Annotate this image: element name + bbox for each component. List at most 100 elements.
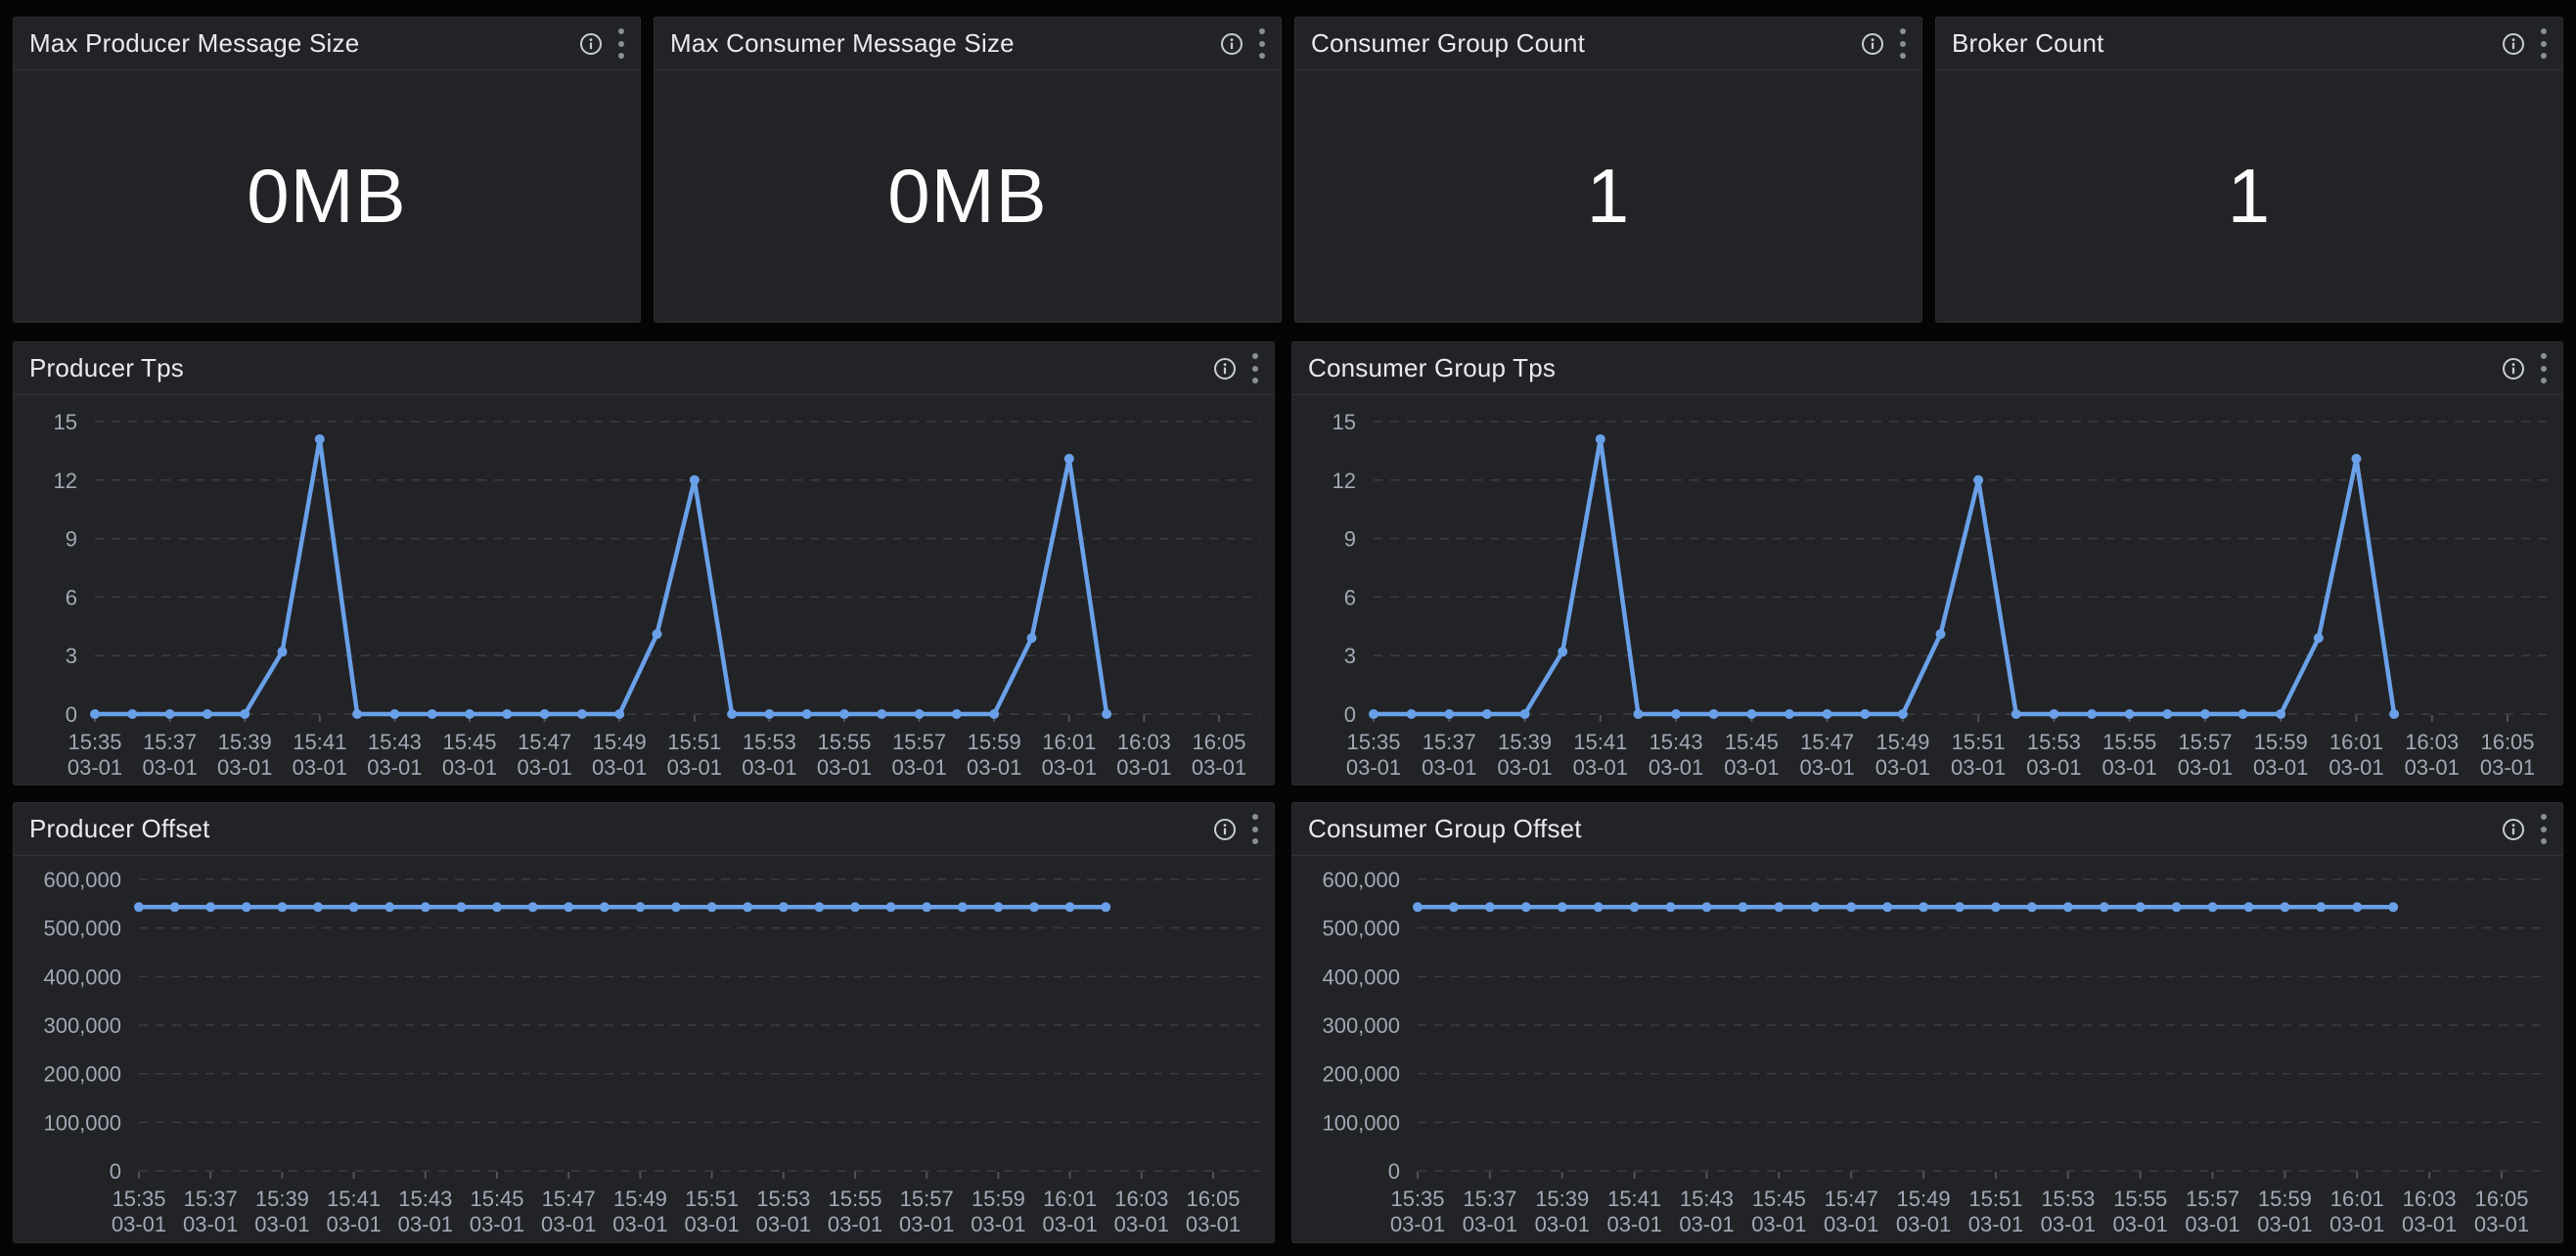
- y-tick-label: 300,000: [1322, 1013, 1400, 1038]
- series-point: [1665, 902, 1676, 913]
- x-tick-label: 16:03: [2405, 730, 2459, 754]
- series-point: [1557, 902, 1567, 913]
- info-icon[interactable]: [1220, 32, 1243, 56]
- y-tick-label: 3: [1344, 644, 1356, 668]
- series-point: [2099, 902, 2109, 913]
- x-tick-label: 15:59: [968, 730, 1021, 754]
- series-point: [1369, 709, 1378, 719]
- series-point: [635, 902, 646, 913]
- series-point: [2388, 902, 2399, 913]
- kebab-menu-icon[interactable]: [2541, 811, 2547, 847]
- series-point: [1882, 902, 1893, 913]
- series-point: [1633, 709, 1644, 719]
- kebab-menu-icon[interactable]: [1900, 25, 1906, 62]
- series-line: [1371, 436, 2397, 717]
- series-point: [1701, 902, 1712, 913]
- info-icon[interactable]: [579, 32, 603, 56]
- panel-title: Consumer Group Count: [1311, 28, 1586, 58]
- x-tick-date-label: 03-01: [541, 1212, 596, 1236]
- series-point: [1746, 709, 1757, 719]
- x-tick-date-label: 03-01: [517, 755, 571, 780]
- kebab-menu-icon[interactable]: [1252, 811, 1258, 847]
- x-tick-label: 15:53: [2041, 1187, 2095, 1211]
- kebab-menu-icon[interactable]: [2541, 350, 2547, 386]
- x-tick-label: 15:47: [542, 1187, 596, 1211]
- series-point: [1708, 709, 1719, 719]
- series-point: [1029, 902, 1039, 913]
- series-point: [599, 902, 610, 913]
- x-tick-label: 15:59: [2254, 730, 2308, 754]
- x-tick-date-label: 03-01: [1573, 755, 1628, 780]
- x-tick-label: 15:51: [1968, 1187, 2022, 1211]
- x-tick-label: 15:45: [442, 730, 496, 754]
- panel-body: 1: [1936, 70, 2562, 322]
- panel-consumer-group-tps: Consumer Group Tps 0 3 6 9 12 15 15:35 03-01 15:…: [1291, 341, 2563, 785]
- x-tick-date-label: 03-01: [68, 755, 122, 780]
- series-point: [814, 902, 825, 913]
- x-tick-date-label: 03-01: [2328, 755, 2383, 780]
- panel-body: 1: [1295, 70, 1921, 322]
- x-tick-date-label: 03-01: [2253, 755, 2308, 780]
- series-point: [389, 709, 400, 719]
- producer-offset-chart[interactable]: 0 100,000 200,000 300,000 400,000 500,000 600,…: [14, 856, 1274, 1242]
- series-point: [727, 709, 738, 719]
- kebab-menu-icon[interactable]: [1259, 25, 1265, 62]
- x-tick-date-label: 03-01: [2480, 755, 2535, 780]
- info-icon[interactable]: [1213, 357, 1237, 381]
- info-icon[interactable]: [1213, 818, 1237, 841]
- series-point: [169, 902, 180, 913]
- panel-consumer-group-count: Consumer Group Count 1: [1294, 17, 1922, 323]
- x-tick-date-label: 03-01: [1346, 755, 1401, 780]
- series-point: [1810, 902, 1821, 913]
- consumer-group-offset-chart[interactable]: 0 100,000 200,000 300,000 400,000 500,000 600,…: [1292, 856, 2562, 1242]
- kebab-menu-icon[interactable]: [1252, 350, 1258, 386]
- series-point: [2171, 902, 2182, 913]
- series-point: [689, 474, 700, 485]
- x-tick-label: 15:43: [398, 1187, 452, 1211]
- y-tick-label: 9: [66, 527, 77, 552]
- x-tick-label: 15:49: [593, 730, 647, 754]
- kebab-menu-icon[interactable]: [2541, 25, 2547, 62]
- y-tick-label: 100,000: [1322, 1110, 1400, 1135]
- series-point: [277, 647, 288, 657]
- x-tick-date-label: 03-01: [1535, 1212, 1590, 1236]
- panel-header-icons: [1861, 25, 1906, 62]
- series-point: [314, 433, 325, 444]
- x-tick-date-label: 03-01: [891, 755, 946, 780]
- info-icon[interactable]: [1861, 32, 1884, 56]
- x-tick-date-label: 03-01: [1968, 1212, 2023, 1236]
- y-tick-label: 0: [1388, 1159, 1400, 1184]
- info-icon[interactable]: [2502, 32, 2525, 56]
- series-point: [2389, 709, 2400, 719]
- x-tick-date-label: 03-01: [293, 755, 347, 780]
- x-tick-label: 16:05: [1186, 1187, 1240, 1211]
- x-tick-label: 15:47: [1825, 1187, 1878, 1211]
- x-tick-date-label: 03-01: [367, 755, 422, 780]
- x-tick-label: 15:59: [972, 1187, 1025, 1211]
- series-point: [885, 902, 896, 913]
- x-tick-date-label: 03-01: [1186, 1212, 1241, 1236]
- x-tick-date-label: 03-01: [1896, 1212, 1951, 1236]
- info-icon[interactable]: [2502, 357, 2525, 381]
- y-tick-label: 200,000: [43, 1062, 121, 1087]
- series-point: [778, 902, 789, 913]
- consumer-group-tps-chart[interactable]: 0369121515:3503-0115:3703-0115:3903-0115…: [1292, 395, 2562, 785]
- series-point: [914, 709, 925, 719]
- x-tick-label: 15:43: [1680, 1187, 1734, 1211]
- info-icon[interactable]: [2502, 818, 2525, 841]
- series-point: [1101, 902, 1111, 913]
- x-tick-label: 15:35: [1390, 1187, 1444, 1211]
- x-tick-label: 15:57: [892, 730, 946, 754]
- panel-header-icons: [2502, 350, 2547, 386]
- producer-tps-chart[interactable]: 0369121515:3503-0115:3703-0115:3903-0115…: [14, 395, 1274, 785]
- series-point: [2087, 709, 2098, 719]
- panel-header: Producer Offset: [14, 803, 1274, 856]
- x-tick-date-label: 03-01: [2257, 1212, 2312, 1236]
- panel-header-icons: [1220, 25, 1265, 62]
- x-tick-label: 16:01: [1042, 730, 1096, 754]
- kebab-menu-icon[interactable]: [618, 25, 624, 62]
- series-point: [2124, 709, 2135, 719]
- x-tick-label: 15:37: [1463, 1187, 1516, 1211]
- panel-producer-tps: Producer Tps 0 3 6 9 12 15 15:35 03-01 15:37 03-0…: [13, 341, 1275, 785]
- series-point: [839, 709, 849, 719]
